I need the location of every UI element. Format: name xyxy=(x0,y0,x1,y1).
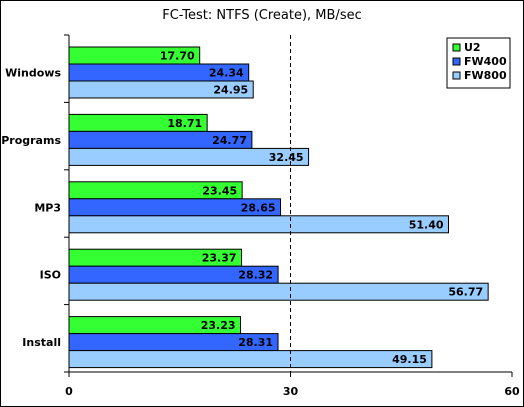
data-label: 17.70 xyxy=(160,50,195,63)
data-label: 24.34 xyxy=(209,67,244,80)
data-label: 23.37 xyxy=(202,252,237,265)
data-label: 28.31 xyxy=(238,336,273,349)
data-label: 23.45 xyxy=(202,184,237,197)
category-label: Programs xyxy=(1,134,61,147)
bar-fw800-iso xyxy=(68,282,489,301)
category-label: ISO xyxy=(40,269,61,282)
legend-swatch-fw800 xyxy=(452,71,461,80)
x-tick-label: 0 xyxy=(65,385,73,398)
data-label: 18.71 xyxy=(167,117,202,130)
bar-fw800-mp3 xyxy=(68,215,450,234)
data-label: 28.32 xyxy=(238,269,273,282)
legend-label-fw400: FW400 xyxy=(464,55,507,68)
x-tick-label: 60 xyxy=(504,385,520,398)
category-label: Install xyxy=(22,336,61,349)
data-label: 23.23 xyxy=(201,319,236,332)
data-label: 32.45 xyxy=(269,151,304,164)
data-label: 28.65 xyxy=(241,201,276,214)
bar-fw800-install xyxy=(68,350,433,369)
data-label: 56.77 xyxy=(448,286,483,299)
legend-label-u2: U2 xyxy=(464,41,481,54)
data-label: 24.77 xyxy=(212,134,247,147)
chart-title: FC-Test: NTFS (Create), MB/sec xyxy=(162,8,362,23)
data-label: 51.40 xyxy=(409,218,444,231)
category-label: Windows xyxy=(5,67,61,80)
axes-group: Windows Programs MP3 ISO Install 0 30 60 xyxy=(1,34,520,398)
data-label: 49.15 xyxy=(392,353,427,366)
legend-swatch-u2 xyxy=(452,43,461,52)
category-label: MP3 xyxy=(34,201,61,214)
data-label: 24.95 xyxy=(213,84,248,97)
x-tick-label: 30 xyxy=(283,385,299,398)
legend-label-fw800: FW800 xyxy=(464,69,507,82)
legend-swatch-fw400 xyxy=(452,57,461,66)
bars-group: 17.70 24.34 24.95 18.71 24.77 32.45 23.45 28.65… xyxy=(68,46,489,369)
